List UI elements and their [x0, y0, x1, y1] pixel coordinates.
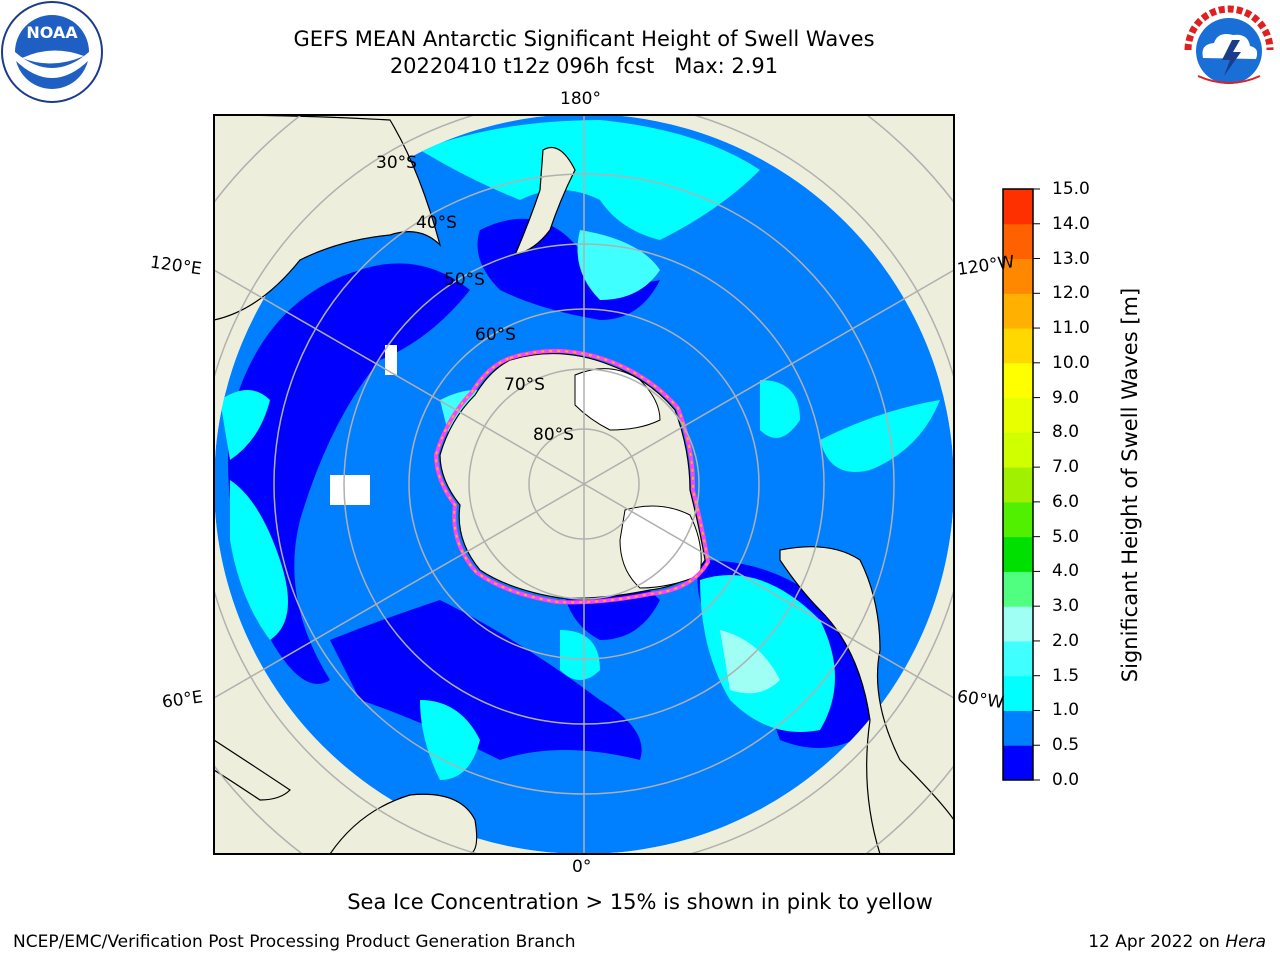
colorbar-tick-label: 0.5 [1052, 735, 1080, 756]
colorbar-tick-label: 2.0 [1052, 630, 1080, 651]
colorbar-tick-label: 0.0 [1052, 770, 1080, 790]
colorbar-tick-label: 12.0 [1052, 283, 1090, 304]
colorbar-tick-label: 5.0 [1052, 526, 1080, 547]
colorbar-segment [1003, 675, 1033, 711]
lat-label-40s: 40°S [416, 213, 457, 233]
colorbar-tick-label: 7.0 [1052, 457, 1080, 478]
colorbar-segment [1003, 571, 1033, 607]
colorbar-tick-label: 1.0 [1052, 700, 1080, 721]
colorbar-tick-label: 15.0 [1052, 179, 1090, 199]
colorbar-frame [1002, 188, 1034, 781]
colorbar-segment [1003, 189, 1033, 225]
colorbar-segment [1003, 606, 1033, 642]
colorbar-segment [1003, 293, 1033, 329]
lon-label-0: 0° [572, 857, 592, 877]
colorbar-tick-label: 4.0 [1052, 561, 1080, 582]
colorbar-segment [1003, 745, 1033, 781]
colorbar-segment [1003, 467, 1033, 503]
sea-ice-note: Sea Ice Concentration > 15% is shown in … [347, 890, 933, 914]
colorbar-label: Significant Height of Swell Waves [m] [1118, 287, 1142, 682]
lat-label-30s: 30°S [376, 153, 417, 173]
colorbar-segment [1003, 258, 1033, 294]
colorbar-tick-label: 14.0 [1052, 213, 1090, 234]
lat-label-80s: 80°S [533, 425, 574, 445]
colorbar-segment [1003, 362, 1033, 399]
lat-label-60s: 60°S [475, 325, 516, 345]
colorbar-tick-label: 6.0 [1052, 491, 1080, 512]
nws-logo [1180, 2, 1278, 100]
map-subtitle: 20220410 t12z 096h fcst Max: 2.91 [389, 54, 779, 78]
noaa-logo-text: NOAA [26, 23, 78, 42]
date-text: 12 Apr 2022 on Hera [1088, 932, 1266, 952]
colorbar-segment [1003, 328, 1033, 364]
lon-label-180: 180° [560, 89, 601, 109]
colorbar-tick-label: 9.0 [1052, 387, 1080, 408]
map-frame [213, 114, 955, 855]
date-value: 12 Apr 2022 on [1088, 932, 1226, 952]
colorbar-segment [1003, 536, 1033, 572]
credit-text: NCEP/EMC/Verification Post Processing Pr… [13, 932, 576, 952]
lat-label-50s: 50°S [444, 270, 485, 290]
colorbar-tick-label: 8.0 [1052, 422, 1080, 443]
colorbar-tick-label: 13.0 [1052, 248, 1090, 269]
graticule [214, 115, 954, 854]
colorbar-segment [1003, 640, 1033, 677]
colorbar-tick-label: 3.0 [1052, 596, 1080, 617]
colorbar-segment [1003, 223, 1033, 260]
colorbar-segment [1003, 432, 1033, 468]
colorbar-tick-label: 11.0 [1052, 318, 1090, 339]
colorbar-segment [1003, 397, 1033, 433]
map-title: GEFS MEAN Antarctic Significant Height o… [293, 27, 875, 51]
colorbar [1003, 188, 1040, 781]
host-name: Hera [1225, 932, 1266, 952]
colorbar-tick-label: 10.0 [1052, 352, 1090, 373]
noaa-logo: NOAA [1, 1, 103, 103]
colorbar-tick-label: 1.5 [1052, 665, 1080, 686]
lat-label-70s: 70°S [504, 375, 545, 395]
colorbar-segment [1003, 710, 1033, 746]
colorbar-segment [1003, 501, 1033, 538]
